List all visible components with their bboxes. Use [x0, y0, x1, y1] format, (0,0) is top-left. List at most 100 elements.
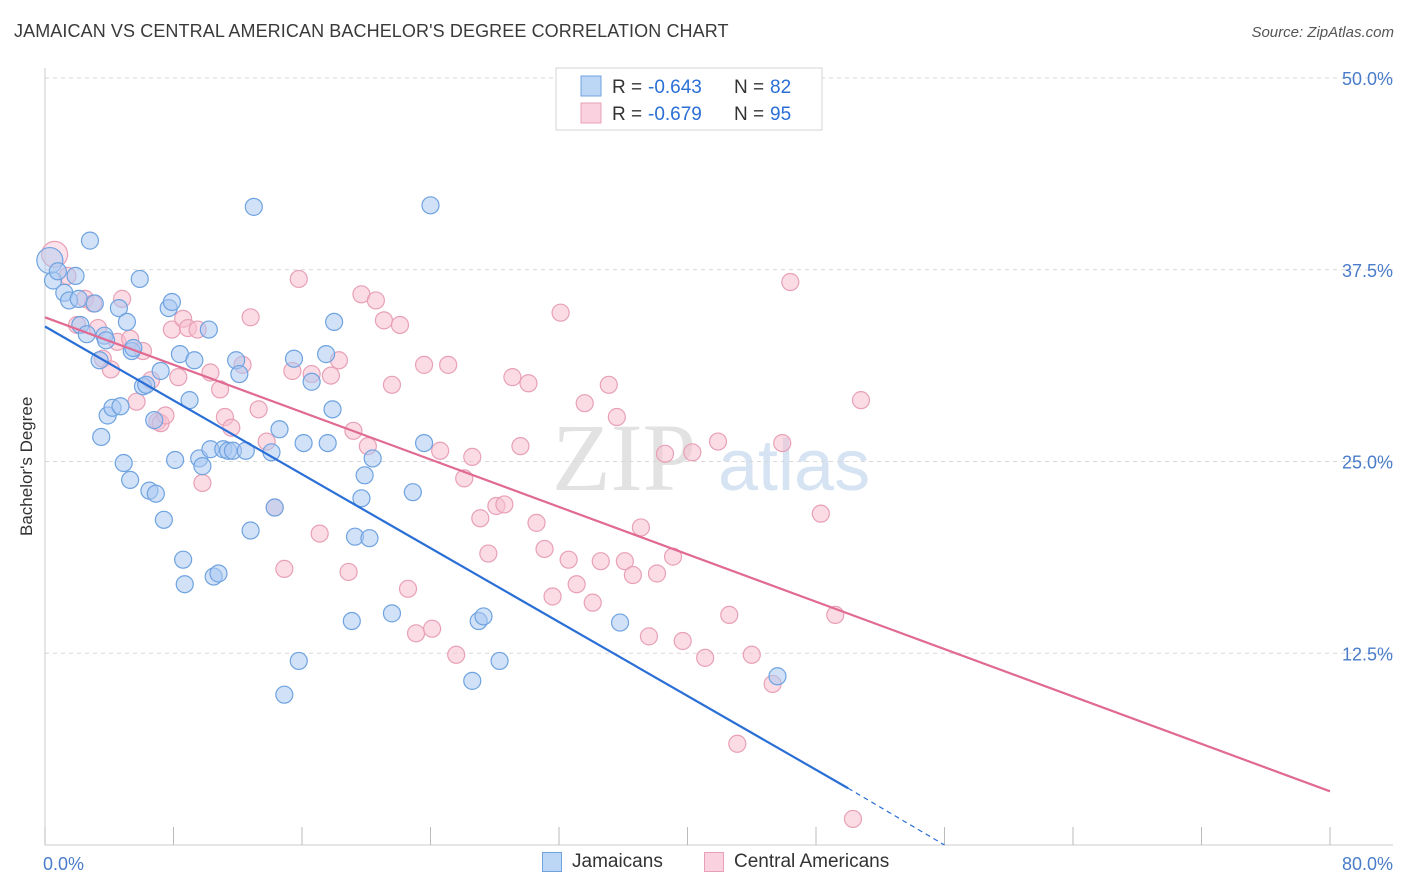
jamaican-point — [325, 312, 344, 332]
central-american-point — [843, 809, 863, 829]
legend-n-label-1: N = — [734, 77, 764, 98]
legend-r-label-2: R = — [612, 104, 642, 125]
legend-n-label-2: N = — [734, 104, 764, 125]
central-american-point — [615, 552, 634, 571]
jamaican-point — [403, 483, 422, 502]
central-american-point — [439, 355, 458, 374]
jamaican-point — [185, 351, 204, 370]
trend-line-jamaicans-extension — [847, 787, 945, 846]
central-american-point — [567, 575, 586, 594]
jamaican-point — [490, 651, 509, 671]
central-american-point — [811, 504, 830, 523]
jamaican-point — [193, 457, 212, 476]
central-american-point — [479, 544, 498, 563]
central-american-point — [339, 562, 358, 582]
central-american-point — [406, 624, 426, 643]
correlation-legend: R = -0.643 N = 82 R = -0.679 N = 95 — [555, 67, 823, 131]
jamaican-point — [289, 651, 308, 671]
jamaican-point — [474, 607, 493, 626]
legend-n-value-1: 82 — [770, 77, 791, 98]
legend-label-jamaicans: Jamaicans — [572, 851, 663, 872]
central-american-point — [463, 447, 482, 466]
central-american-point — [431, 441, 450, 460]
swatch-jamaicans — [542, 852, 562, 872]
jamaican-point — [85, 294, 104, 313]
jamaican-point — [360, 529, 379, 548]
jamaican-point — [768, 667, 787, 686]
central-american-point — [289, 269, 308, 289]
central-american-point — [241, 308, 260, 327]
jamaicans-points — [36, 196, 787, 704]
legend-item-central-americans[interactable]: Central Americans — [704, 851, 889, 873]
central-american-point — [447, 645, 466, 664]
central-american-point — [169, 368, 188, 387]
trend-line-central-americans — [44, 316, 1331, 793]
central-american-point — [696, 648, 715, 667]
central-american-point — [583, 593, 602, 612]
central-american-point — [310, 524, 329, 543]
jamaican-point — [154, 510, 173, 529]
central-american-point — [720, 605, 739, 625]
watermark-atlas: atlas — [718, 426, 870, 506]
legend-label-central-americans: Central Americans — [734, 851, 890, 872]
jamaican-point — [117, 312, 137, 332]
central-american-point — [495, 495, 514, 514]
series-legend: Jamaicans Central Americans — [0, 851, 1406, 879]
central-american-point — [471, 509, 490, 528]
y-tick-label: 25.0% — [1342, 453, 1393, 473]
central-american-point — [374, 311, 394, 330]
jamaican-point — [284, 349, 304, 368]
central-american-point — [503, 368, 522, 387]
jamaican-point — [121, 470, 140, 490]
central-american-point — [559, 550, 578, 569]
legend-r-value-2: -0.679 — [648, 104, 702, 125]
jamaican-point — [80, 231, 100, 250]
jamaican-point — [114, 453, 133, 473]
jamaican-point — [145, 410, 164, 430]
jamaican-point — [463, 671, 482, 690]
legend-n-value-2: 95 — [770, 104, 791, 125]
central-american-point — [390, 315, 410, 335]
jamaican-point — [294, 433, 313, 453]
central-american-point — [607, 407, 626, 427]
legend-r-label-1: R = — [612, 77, 642, 98]
jamaican-point — [151, 361, 170, 381]
trend-lines — [44, 316, 1331, 846]
central-american-point — [673, 631, 692, 651]
central-american-point — [851, 391, 871, 410]
jamaican-point — [69, 289, 88, 308]
central-american-point — [728, 734, 747, 753]
swatch-central-americans — [704, 852, 724, 872]
jamaican-point — [244, 197, 263, 216]
chart-title: JAMAICAN VS CENTRAL AMERICAN BACHELOR'S … — [14, 21, 729, 41]
central-american-point — [398, 579, 418, 598]
central-american-point — [382, 375, 402, 394]
central-american-point — [535, 539, 554, 559]
axes — [44, 68, 1393, 846]
jamaican-point — [77, 325, 96, 344]
jamaican-point — [275, 685, 294, 704]
central-american-point — [742, 645, 761, 664]
jamaican-point — [111, 397, 130, 416]
jamaican-point — [175, 575, 194, 594]
jamaican-point — [352, 489, 371, 508]
legend-item-jamaicans[interactable]: Jamaicans — [542, 851, 663, 873]
jamaican-point — [355, 466, 374, 485]
jamaican-point — [48, 262, 67, 281]
jamaican-point — [166, 450, 185, 470]
jamaican-point — [109, 299, 128, 318]
central-american-point — [591, 552, 610, 571]
jamaican-point — [174, 550, 193, 569]
jamaican-point — [363, 449, 382, 468]
central-american-point — [511, 437, 530, 456]
central-american-point — [321, 366, 341, 385]
central-american-point — [708, 432, 728, 451]
central-american-point — [519, 374, 538, 393]
jamaican-point — [265, 498, 284, 517]
central-american-point — [366, 291, 385, 310]
jamaican-point — [302, 372, 321, 391]
jamaican-point — [130, 269, 149, 289]
central-americans-points — [41, 240, 871, 829]
watermark: ZIP atlas — [552, 404, 870, 511]
